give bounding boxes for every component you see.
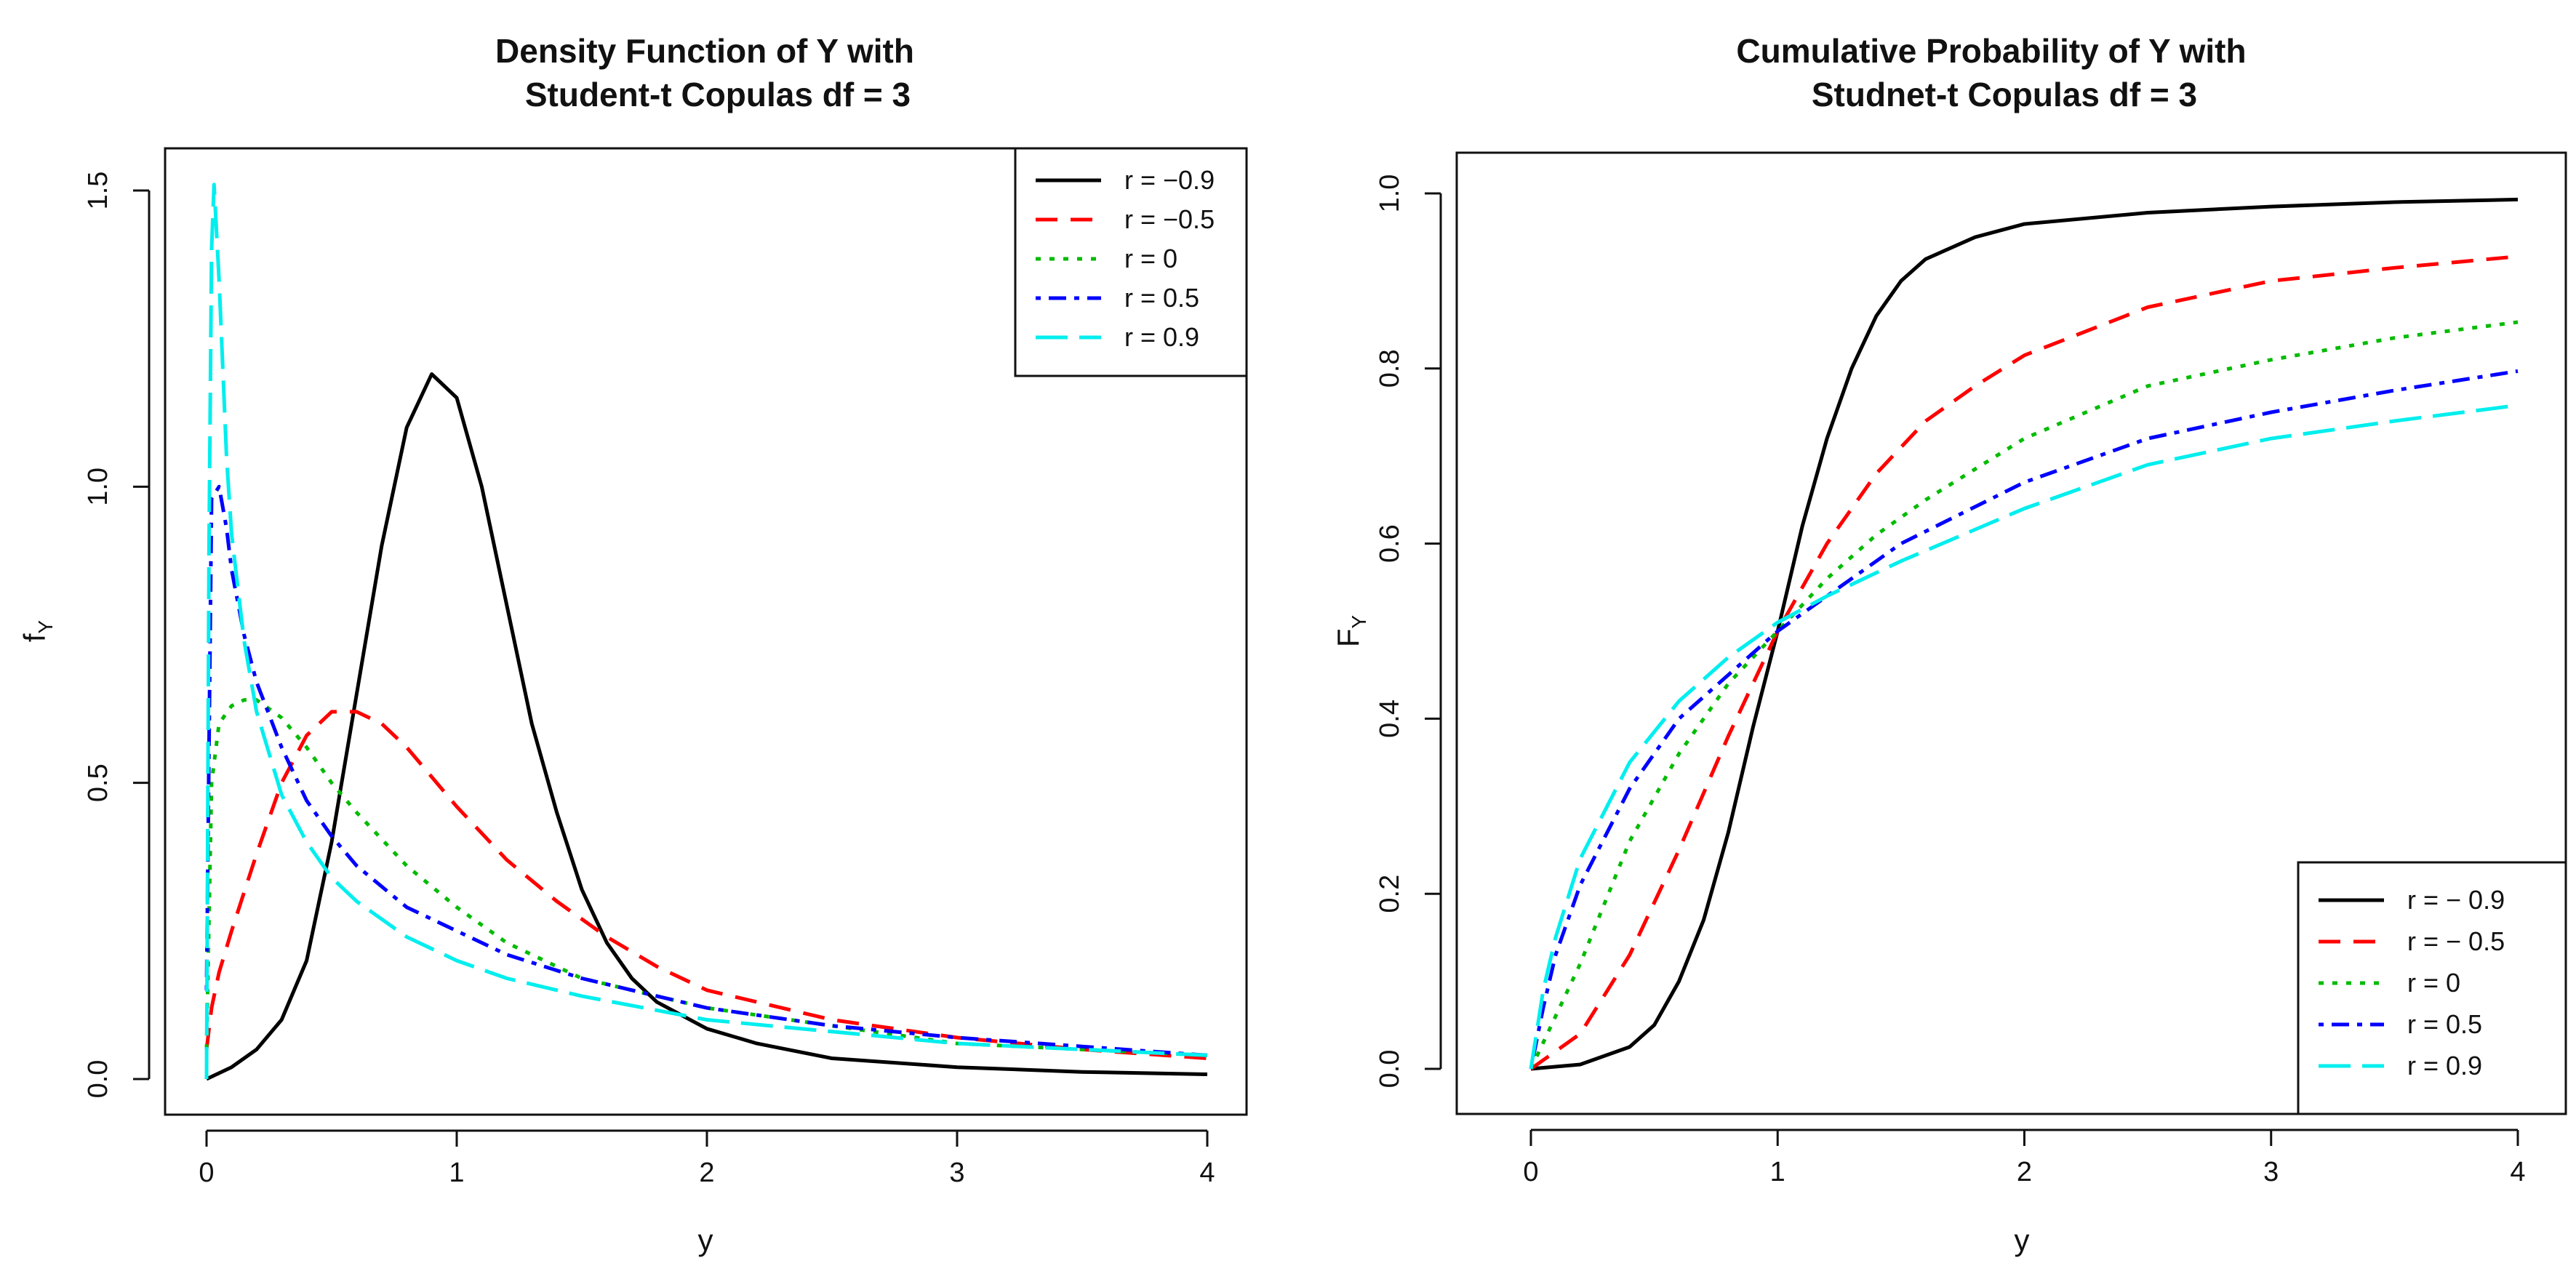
- y-axis-label-sub: Y: [1348, 615, 1370, 629]
- x-axis-label: y: [698, 1223, 713, 1257]
- y-tick-label: 0.0: [83, 1060, 113, 1099]
- y-axis-label: fY: [17, 620, 57, 643]
- series-group: [204, 183, 1208, 1081]
- legend-box: [2297, 861, 2567, 1115]
- legend-label: r = 0: [1124, 244, 1177, 273]
- y-tick-label: 1.0: [83, 468, 113, 506]
- y-tick-label: 1.0: [1375, 175, 1405, 213]
- legend-label: r = 0: [2407, 968, 2460, 998]
- x-axis-label: y: [2015, 1223, 2030, 1257]
- y-axis-label: FY: [1331, 615, 1370, 648]
- legend-label: r = 0.9: [1124, 322, 1199, 352]
- series-line-1: [1529, 254, 2519, 1071]
- legend-label: r = − 0.9: [2407, 885, 2505, 915]
- legend-label: r = 0.5: [1124, 283, 1199, 313]
- y-axis-label-main: f: [17, 633, 52, 642]
- series-line-2: [1529, 320, 2519, 1070]
- chart-title: Cumulative Probability of Y with: [1736, 32, 2246, 70]
- x-tick-label: 4: [1199, 1158, 1215, 1188]
- x-tick-label: 2: [699, 1158, 714, 1188]
- series-group: [1529, 197, 2519, 1071]
- density-chart: Density Function of Y with Student-t Cop…: [17, 32, 1248, 1257]
- axes: 0 1 2 3 4 0.0 0.5 1.0 1.5: [83, 172, 1215, 1188]
- plot-frame: [164, 147, 1248, 1116]
- series-line-2: [204, 698, 1208, 1057]
- chart-subtitle: Student-t Copulas df = 3: [525, 76, 911, 113]
- series-line-1: [204, 710, 1208, 1060]
- cdf-chart: Cumulative Probability of Y with Studnet…: [1331, 32, 2567, 1257]
- x-tick-label: 3: [2263, 1157, 2279, 1187]
- y-tick-label: 0.4: [1375, 699, 1405, 738]
- series-line-3: [204, 484, 1208, 1057]
- legend-label: r = − 0.5: [2407, 926, 2505, 956]
- x-tick-label: 4: [2510, 1157, 2525, 1187]
- svg-text:fY: fY: [17, 620, 57, 643]
- plot-frame: [1455, 151, 2567, 1115]
- y-axis-label-main: F: [1331, 629, 1365, 648]
- x-tick-label: 0: [199, 1158, 214, 1188]
- x-tick-label: 2: [2017, 1157, 2032, 1187]
- y-tick-label: 1.5: [83, 172, 113, 210]
- legend-label: r = −0.5: [1124, 204, 1215, 234]
- y-tick-label: 0.8: [1375, 349, 1405, 388]
- y-tick-label: 0.2: [1375, 875, 1405, 913]
- legend-label: r = 0.9: [2407, 1051, 2482, 1080]
- y-tick-label: 0.5: [83, 763, 113, 802]
- y-tick-label: 0.0: [1375, 1050, 1405, 1088]
- series-line-0: [1530, 197, 2519, 1071]
- series-line-4: [1529, 403, 2519, 1070]
- x-tick-label: 1: [449, 1158, 464, 1188]
- y-tick-label: 0.6: [1375, 524, 1405, 563]
- chart-subtitle: Studnet-t Copulas df = 3: [1812, 76, 2197, 113]
- legend-label: r = 0.5: [2407, 1009, 2482, 1039]
- svg-text:FY: FY: [1331, 615, 1370, 648]
- legend: r = − 0.9 r = − 0.5 r = 0 r = 0.5 r = 0.9: [2297, 861, 2567, 1115]
- legend: r = −0.9 r = −0.5 r = 0 r = 0.5 r = 0.9: [1014, 147, 1248, 377]
- y-axis-label-sub: Y: [34, 620, 57, 634]
- series-line-3: [1529, 369, 2519, 1070]
- chart-title: Density Function of Y with: [495, 32, 914, 70]
- x-tick-label: 3: [949, 1158, 964, 1188]
- series-line-0: [205, 372, 1208, 1081]
- legend-label: r = −0.9: [1124, 165, 1215, 195]
- series-line-4: [204, 183, 1208, 1080]
- x-tick-label: 0: [1523, 1157, 1538, 1187]
- axes: 0 1 2 3 4 0.0 0.2 0.4 0.6 0.8 1.0: [1375, 175, 2526, 1187]
- x-tick-label: 1: [1770, 1157, 1785, 1187]
